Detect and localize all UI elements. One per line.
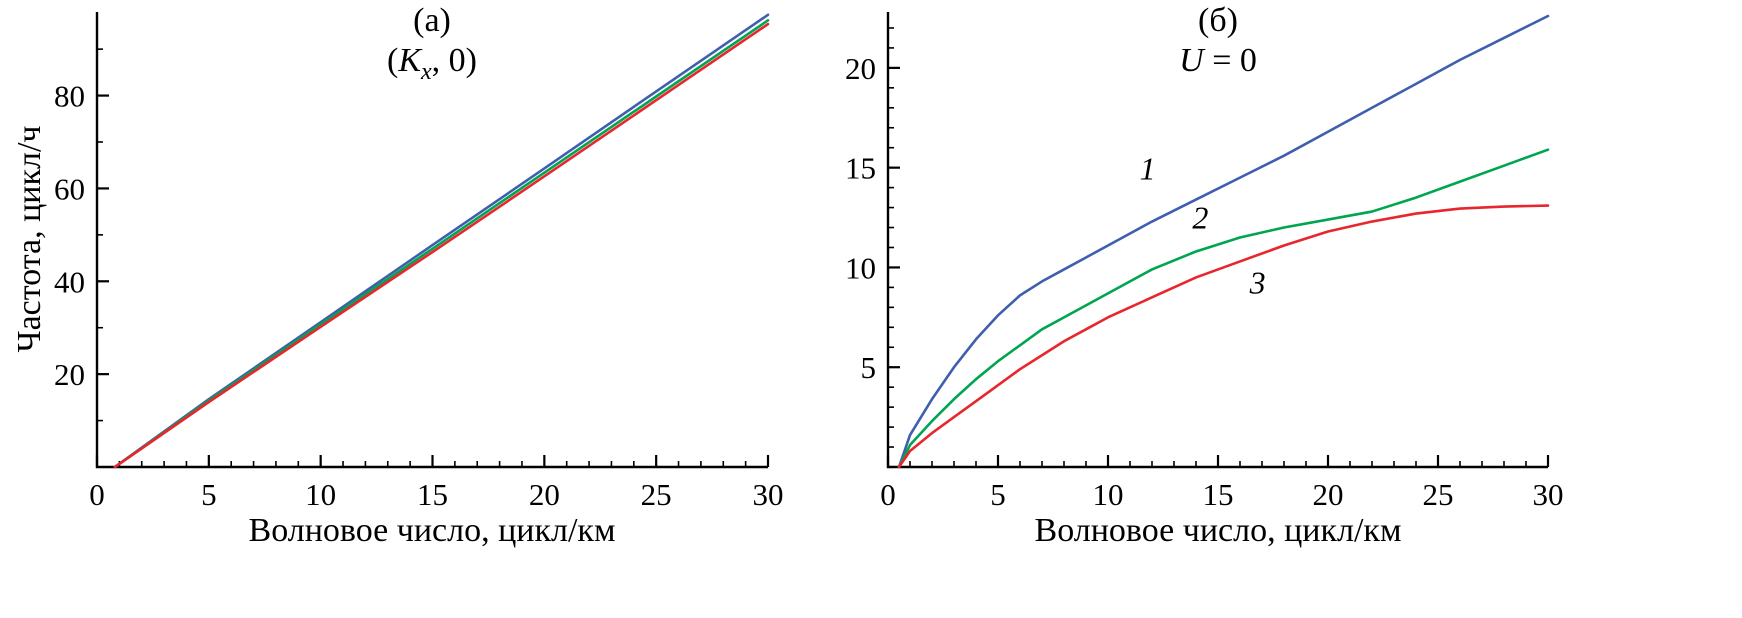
y-tick-label: 20 [54,357,85,392]
x-tick-label: 20 [529,477,560,512]
panel-a-subtitle-sub: x [421,58,432,85]
curve-label-3: 3 [1249,264,1266,300]
panel-a-title: (а) [413,2,451,39]
panel-a-subtitle-var: K [398,42,422,79]
x-tick-label: 0 [880,477,896,512]
x-tick-label: 15 [417,477,448,512]
curve-label-1: 1 [1140,151,1156,187]
curve-label-2: 2 [1192,200,1208,236]
x-tick-label: 10 [305,477,336,512]
x-tick-label: 0 [89,477,105,512]
panel-b-x-axis-title: Волновое число, цикл/км [1034,512,1402,549]
series-curve-1 [897,14,1550,469]
x-tick-label: 5 [201,477,217,512]
x-tick-label: 30 [1533,477,1564,512]
panel-a-subtitle-pre: ( [387,42,399,79]
panel-a-subtitle-post: , 0) [431,42,477,79]
x-tick-label: 15 [1203,477,1234,512]
y-tick-label: 15 [845,151,876,186]
series-curve-3 [113,22,770,469]
y-tick-label: 20 [845,51,876,86]
y-tick-label: 5 [861,350,877,385]
series-curve-3 [897,204,1550,469]
panel-b-subtitle-var: U [1179,42,1204,79]
panel-b-subtitle: U = 0 [1179,42,1257,86]
x-tick-label: 25 [1423,477,1454,512]
x-tick-label: 20 [1313,477,1344,512]
panel-a-y-axis-title: Частота, цикл/ч [11,125,48,353]
x-tick-label: 25 [641,477,672,512]
x-tick-label: 30 [753,477,784,512]
panel-b-subtitle-post: = 0 [1203,42,1257,79]
panel-a-subtitle: (Kx, 0) [387,42,477,86]
y-tick-label: 40 [54,264,85,299]
x-tick-label: 10 [1093,477,1124,512]
y-tick-label: 60 [54,171,85,206]
x-tick-label: 5 [990,477,1006,512]
panel-a-x-axis-title: Волновое число, цикл/км [248,512,616,549]
panel-b-title: (б) [1198,2,1238,39]
series-curve-2 [897,148,1550,469]
y-tick-label: 80 [54,79,85,114]
y-tick-label: 10 [845,250,876,285]
